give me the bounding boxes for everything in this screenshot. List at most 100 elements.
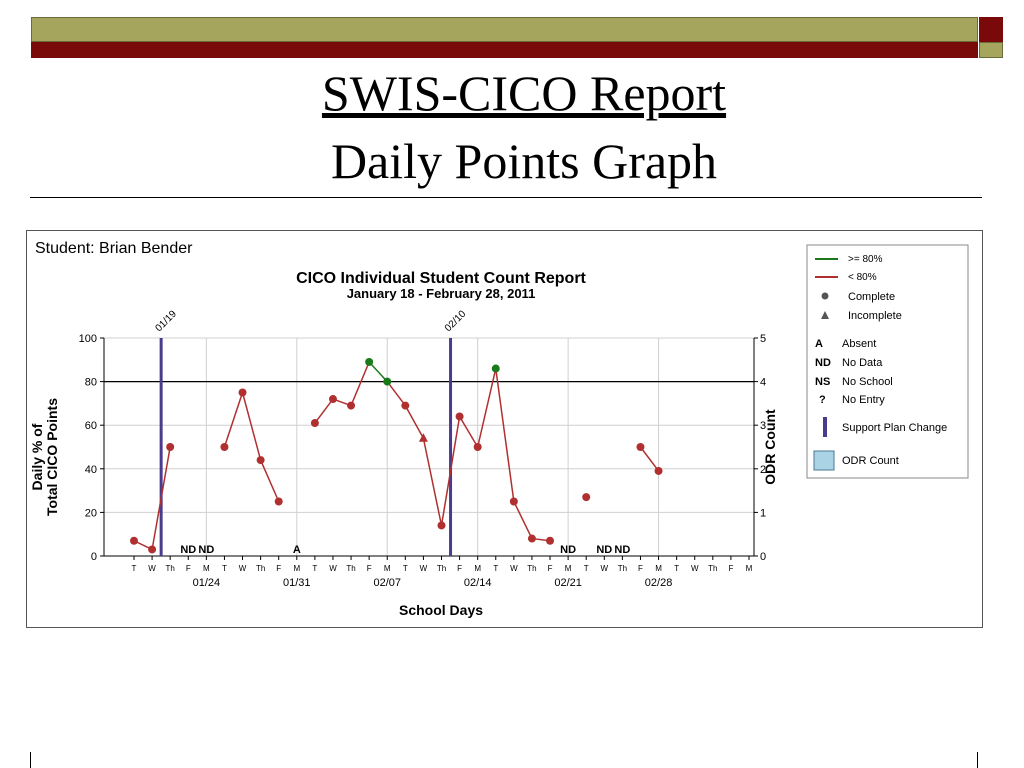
legend-noentry-code: ? <box>819 394 826 406</box>
data-point <box>401 401 410 410</box>
legend-noschool-code: NS <box>815 376 830 388</box>
title-rule <box>30 197 982 198</box>
y2-tick-label: 2 <box>760 464 766 476</box>
y-tick-label: 40 <box>85 464 97 476</box>
x-day-label: T <box>674 564 679 573</box>
plan-change-label: 02/10 <box>443 308 469 334</box>
x-week-label: 02/14 <box>464 577 492 589</box>
x-week-label: 02/21 <box>554 577 582 589</box>
legend-plan-change-swatch <box>823 417 827 437</box>
day-code-label: ND <box>560 544 576 556</box>
legend-odr-swatch <box>813 450 835 471</box>
x-day-label: M <box>203 564 210 573</box>
series-segment <box>639 446 660 472</box>
x-day-label: M <box>746 564 753 573</box>
x-day-label: F <box>548 564 553 573</box>
legend: >= 80% < 80% Complete Incomplete A Absen… <box>806 244 969 479</box>
y2-tick-label: 5 <box>760 333 766 345</box>
student-label: Student: Brian Bender <box>35 240 193 257</box>
series-segment <box>386 381 406 407</box>
x-day-label: W <box>691 564 699 573</box>
y-tick-label: 0 <box>91 551 97 563</box>
legend-nodata-code: ND <box>815 357 831 369</box>
chart-title: CICO Individual Student Count Report <box>296 270 586 287</box>
y2-tick-label: 4 <box>760 377 766 389</box>
series-segment <box>404 405 425 439</box>
data-point <box>654 466 663 475</box>
series-segment <box>259 459 280 502</box>
x-axis-label: School Days <box>399 602 483 618</box>
x-week-label: 02/07 <box>373 577 401 589</box>
chart-frame: Student: Brian Bender CICO Individual St… <box>26 230 983 628</box>
x-day-label: W <box>420 564 428 573</box>
data-point <box>238 388 247 397</box>
legend-incomplete-marker <box>821 311 829 319</box>
slide-subtitle: Daily Points Graph <box>330 133 718 189</box>
y-tick-label: 20 <box>85 507 97 519</box>
x-day-label: Th <box>708 564 717 573</box>
series-segment <box>422 438 443 526</box>
x-day-label: F <box>186 564 191 573</box>
x-day-label: F <box>276 564 281 573</box>
slide-title: SWIS-CICO Report <box>321 65 727 121</box>
legend-lt80: < 80% <box>848 272 877 283</box>
series-segment <box>350 361 370 406</box>
header-band-olive <box>31 17 978 42</box>
chart-subtitle: January 18 - February 28, 2011 <box>347 286 536 301</box>
y-tick-label: 60 <box>85 420 97 432</box>
legend-odr: ODR Count <box>842 455 899 467</box>
series-segment <box>495 368 515 502</box>
day-code-label: ND <box>180 544 196 556</box>
axes: 0 20 40 60 80 100 0 1 2 3 4 5 T W Th F M T W Th F M T W Th F M T W Th… <box>79 333 766 589</box>
legend-absent: Absent <box>842 338 876 350</box>
x-week-label: 02/28 <box>645 577 673 589</box>
x-day-label: W <box>148 564 156 573</box>
data-point <box>166 443 175 451</box>
x-day-label: Th <box>166 564 175 573</box>
corner-mark-left <box>30 752 31 768</box>
day-code-label: ND <box>198 544 214 556</box>
legend-noentry: No Entry <box>842 394 885 406</box>
data-point <box>365 357 374 366</box>
x-day-label: M <box>293 564 300 573</box>
series-segment <box>476 368 497 448</box>
x-day-label: M <box>565 564 572 573</box>
legend-nodata: No Data <box>842 357 883 369</box>
x-day-label: F <box>638 564 643 573</box>
x-day-label: W <box>329 564 337 573</box>
data-point <box>636 443 645 451</box>
series-segment <box>151 446 171 550</box>
data-point <box>256 456 265 465</box>
y2-axis-label: ODR Count <box>762 409 778 485</box>
data-point <box>582 493 591 502</box>
data-point <box>220 443 229 451</box>
legend-incomplete: Incomplete <box>848 310 902 322</box>
header-band-red <box>31 42 978 58</box>
y-tick-label: 100 <box>79 333 97 345</box>
x-day-label: F <box>367 564 372 573</box>
x-day-label: Th <box>256 564 265 573</box>
x-day-label: T <box>312 564 317 573</box>
data-point <box>527 534 536 543</box>
legend-ge80: >= 80% <box>848 254 883 265</box>
x-day-label: Th <box>346 564 355 573</box>
y-axis-label-line2: Total CICO Points <box>44 398 60 516</box>
data-point <box>546 536 555 545</box>
y-tick-label: 80 <box>85 377 97 389</box>
series-segment <box>458 416 479 448</box>
series-segment <box>241 392 262 461</box>
data-point <box>473 443 482 451</box>
data-point <box>509 497 518 506</box>
x-day-label: M <box>474 564 481 573</box>
series-segment <box>314 398 334 424</box>
legend-absent-code: A <box>815 338 823 350</box>
legend-complete: Complete <box>848 291 895 303</box>
x-day-label: M <box>655 564 662 573</box>
series-segment <box>440 416 461 526</box>
data-point <box>383 377 392 386</box>
data-point <box>274 497 283 506</box>
data-point <box>148 545 157 554</box>
data-point <box>130 536 138 545</box>
series-segment <box>223 392 244 448</box>
